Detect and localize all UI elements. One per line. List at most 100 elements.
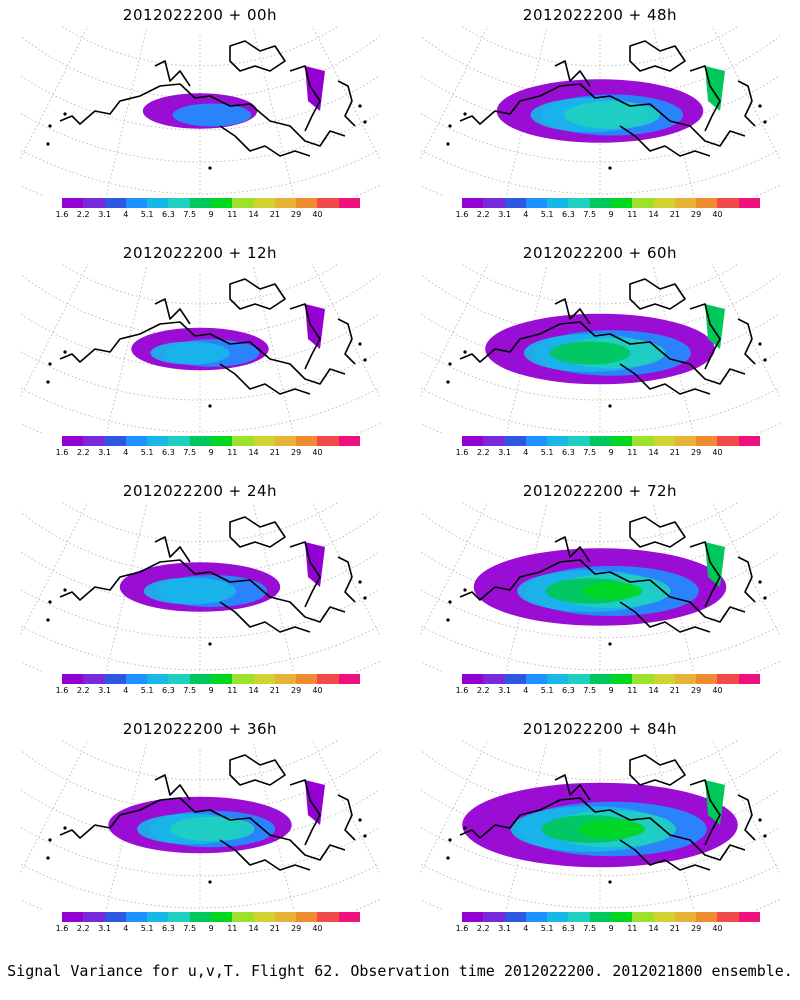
island bbox=[463, 112, 467, 116]
colorbar-tick-label: 1.6 bbox=[55, 448, 69, 457]
colorbar-swatch bbox=[653, 436, 675, 446]
island bbox=[758, 342, 762, 346]
colorbar-swatch bbox=[568, 674, 590, 684]
colorbar-swatch bbox=[125, 674, 148, 684]
colorbar-swatch bbox=[168, 912, 190, 922]
variance-edge-band bbox=[705, 66, 725, 111]
coastline bbox=[554, 60, 591, 87]
colorbar-swatch bbox=[296, 198, 318, 208]
colorbar-tick-label: 6.3 bbox=[162, 448, 175, 457]
colorbar-tick-label: 11 bbox=[227, 210, 238, 219]
colorbar-tick-label: 29 bbox=[691, 686, 702, 695]
island bbox=[358, 104, 362, 108]
colorbar-tick-label: 40 bbox=[712, 210, 723, 219]
colorbar-labels: 1.6 2.2 3.1 4 5.1 6.3 7.5 9 11 14 21 29 40 bbox=[56, 448, 360, 458]
colorbar-swatch bbox=[125, 912, 148, 922]
polar-map bbox=[20, 26, 380, 196]
coastline bbox=[59, 321, 346, 385]
colorbar-swatch bbox=[274, 674, 297, 684]
colorbar-swatch bbox=[589, 436, 611, 446]
colorbar-tick-label: 3.1 bbox=[98, 448, 111, 457]
colorbar-swatch bbox=[104, 912, 126, 922]
map-panel: 2012022200 + 72h 1.6 2.2 3.1 4 5.1 6.3 7.5 9 11 14… bbox=[400, 476, 800, 714]
colorbar-tick-label: 29 bbox=[291, 686, 302, 695]
colorbar-tick-label: 4 bbox=[523, 210, 529, 219]
colorbar-tick-label: 3.1 bbox=[498, 924, 511, 933]
colorbar-swatch bbox=[189, 912, 211, 922]
colorbar-tick-label: 40 bbox=[312, 924, 323, 933]
panel-title: 2012022200 + 84h bbox=[522, 720, 678, 738]
colorbar-swatch bbox=[338, 674, 360, 684]
colorbar-swatch bbox=[674, 674, 697, 684]
graticule-meridian bbox=[349, 264, 380, 363]
island bbox=[758, 104, 762, 108]
colorbar-tick-label: 5.1 bbox=[540, 924, 554, 933]
panel-title: 2012022200 + 60h bbox=[522, 244, 678, 262]
colorbar-tick-label: 1.6 bbox=[455, 924, 469, 933]
colorbar-swatch bbox=[738, 912, 760, 922]
island bbox=[448, 838, 452, 842]
colorbar-swatch bbox=[462, 912, 484, 922]
colorbar-swatch bbox=[62, 436, 84, 446]
colorbar-swatch bbox=[168, 198, 190, 208]
graticule-meridian bbox=[749, 264, 780, 363]
colorbar-tick-label: 3.1 bbox=[498, 448, 511, 457]
island bbox=[446, 380, 450, 384]
figure-caption: Signal Variance for u,v,T. Flight 62. Ob… bbox=[7, 962, 793, 980]
island bbox=[446, 142, 450, 146]
colorbar-tick-label: 2.2 bbox=[476, 448, 490, 457]
colorbar-swatch bbox=[317, 912, 339, 922]
colorbar-swatch bbox=[483, 198, 505, 208]
coastline bbox=[737, 556, 756, 603]
coastline bbox=[689, 541, 721, 608]
colorbar-tick-label: 1.6 bbox=[55, 924, 69, 933]
colorbar-swatch bbox=[696, 912, 718, 922]
colorbar-tick-label: 21 bbox=[269, 210, 280, 219]
graticule-meridian bbox=[420, 26, 489, 161]
colorbar-swatch bbox=[632, 674, 654, 684]
colorbar-swatch bbox=[738, 198, 760, 208]
colorbar-tick-label: 7.5 bbox=[583, 210, 597, 219]
colorbar-tick-label: 21 bbox=[669, 448, 680, 457]
colorbar-tick-label: 1.6 bbox=[55, 686, 69, 695]
graticule-arc bbox=[460, 264, 740, 305]
island bbox=[63, 350, 67, 354]
colorbar-tick-label: 5.1 bbox=[540, 448, 554, 457]
island bbox=[46, 856, 50, 860]
colorbar-swatch bbox=[696, 198, 718, 208]
colorbar-swatch bbox=[547, 436, 569, 446]
coastline bbox=[154, 774, 191, 801]
colorbar-tick-label: 11 bbox=[627, 924, 638, 933]
colorbar bbox=[62, 674, 360, 684]
colorbar-tick-label: 4 bbox=[123, 448, 129, 457]
colorbar-swatch bbox=[147, 912, 169, 922]
island bbox=[46, 618, 50, 622]
colorbar bbox=[62, 198, 360, 208]
island bbox=[763, 358, 767, 362]
graticule-meridian bbox=[20, 264, 89, 399]
variance-contour bbox=[143, 577, 237, 605]
polar-map bbox=[20, 264, 380, 434]
polar-map bbox=[420, 264, 780, 434]
colorbar-tick-label: 1.6 bbox=[455, 210, 469, 219]
map-panel: 2012022200 + 00h 1.6 2.2 3.1 4 5.1 6.3 7.5 9 11 14… bbox=[0, 0, 400, 238]
island bbox=[608, 880, 612, 884]
colorbar-tick-label: 40 bbox=[312, 448, 323, 457]
colorbar-tick-label: 29 bbox=[691, 924, 702, 933]
colorbar-tick-label: 5.1 bbox=[540, 686, 554, 695]
island bbox=[63, 112, 67, 116]
coastline bbox=[689, 779, 721, 846]
panel-title: 2012022200 + 00h bbox=[122, 6, 278, 24]
graticule-arc bbox=[60, 502, 340, 543]
colorbar-tick-label: 11 bbox=[227, 448, 238, 457]
colorbar-tick-label: 7.5 bbox=[183, 924, 197, 933]
colorbar-swatch bbox=[104, 198, 126, 208]
island bbox=[46, 380, 50, 384]
colorbar-tick-label: 6.3 bbox=[162, 210, 175, 219]
coastline bbox=[554, 536, 591, 563]
coastline bbox=[619, 125, 711, 157]
island bbox=[358, 342, 362, 346]
colorbar-tick-label: 21 bbox=[269, 686, 280, 695]
colorbar-swatch bbox=[125, 198, 148, 208]
coastline bbox=[459, 321, 746, 385]
